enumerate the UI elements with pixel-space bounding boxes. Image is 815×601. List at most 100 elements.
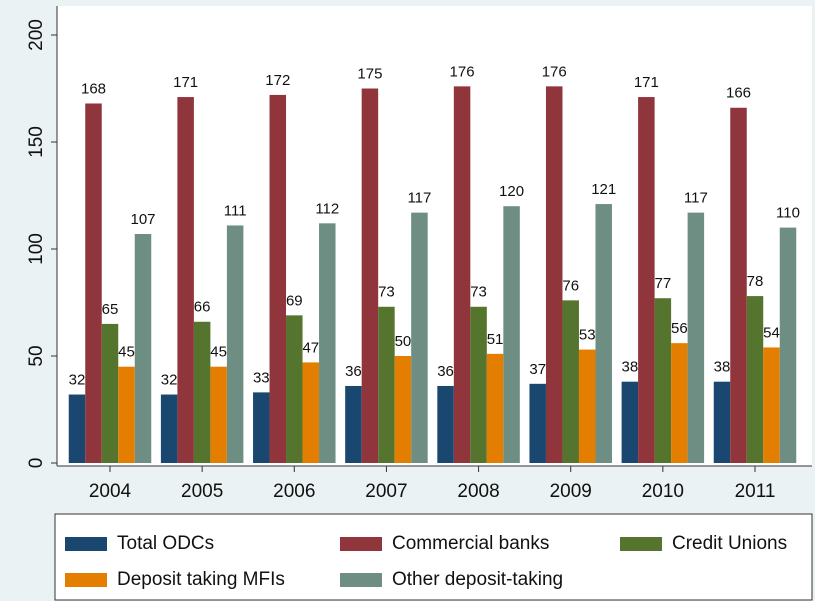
bar [68, 394, 86, 463]
x-tick-label: 2009 [550, 481, 592, 502]
value-label: 36 [437, 363, 454, 380]
bar [453, 86, 471, 464]
value-label: 73 [470, 284, 487, 301]
value-label: 176 [450, 63, 475, 80]
bar [85, 103, 102, 463]
legend-swatch [65, 573, 107, 587]
bar [654, 298, 672, 463]
bar [779, 227, 797, 463]
value-label: 176 [542, 63, 567, 80]
value-label: 50 [395, 333, 412, 350]
bar [578, 349, 596, 463]
bar [269, 94, 287, 464]
bar [361, 88, 379, 463]
value-label: 45 [210, 344, 227, 361]
x-tick-label: 2005 [181, 481, 223, 502]
bar [746, 296, 764, 463]
value-label: 54 [763, 324, 780, 341]
y-tick-label: 200 [26, 19, 47, 51]
value-label: 166 [726, 85, 751, 102]
value-label: 32 [69, 371, 86, 388]
y-tick-label: 50 [26, 345, 47, 366]
bar [411, 212, 428, 463]
bar [437, 385, 454, 463]
value-label: 38 [622, 359, 639, 376]
value-label: 32 [161, 371, 178, 388]
value-label: 65 [102, 301, 119, 318]
y-tick-label: 100 [26, 233, 47, 265]
value-label: 121 [591, 181, 616, 198]
bar [529, 383, 546, 463]
legend-label: Other deposit-taking [392, 569, 563, 590]
value-label: 53 [579, 327, 596, 344]
bar [226, 225, 244, 463]
bar [545, 86, 563, 464]
value-label: 117 [684, 190, 708, 207]
value-label: 73 [378, 284, 395, 301]
legend-label: Credit Unions [672, 533, 787, 554]
legend-swatch [620, 537, 662, 551]
legend-swatch [65, 537, 107, 551]
bar [177, 97, 194, 463]
bar [713, 381, 731, 463]
x-tick-label: 2008 [457, 481, 499, 502]
bar [470, 306, 487, 463]
bar [503, 206, 520, 463]
value-label: 120 [499, 183, 524, 200]
legend-swatch [340, 573, 382, 587]
bar [671, 343, 688, 463]
bar [345, 385, 362, 463]
legend-box [54, 513, 813, 601]
y-tick-label: 150 [26, 126, 47, 158]
x-tick-label: 2007 [365, 481, 407, 502]
legend-swatch [340, 537, 382, 551]
bar [621, 381, 639, 463]
value-label: 36 [345, 363, 362, 380]
value-label: 171 [634, 74, 659, 91]
value-label: 78 [747, 273, 764, 290]
x-tick-label: 2010 [642, 481, 684, 502]
bar [319, 223, 336, 463]
value-label: 51 [487, 331, 504, 348]
value-label: 168 [81, 80, 106, 97]
value-label: 69 [286, 292, 303, 309]
bar [210, 366, 227, 463]
value-label: 175 [357, 65, 382, 82]
bar [193, 321, 211, 463]
bar [253, 392, 270, 463]
bar [302, 362, 320, 463]
x-tick-label: 2006 [273, 481, 315, 502]
value-label: 117 [407, 190, 431, 207]
bar [730, 107, 747, 463]
value-label: 47 [302, 339, 319, 356]
y-tick-label: 0 [26, 458, 47, 469]
bar [638, 97, 655, 463]
value-label: 110 [776, 205, 800, 222]
bar [160, 394, 178, 463]
bar [286, 315, 303, 463]
value-label: 172 [265, 72, 290, 89]
value-label: 111 [224, 202, 247, 219]
value-label: 107 [130, 211, 155, 228]
value-label: 77 [655, 275, 672, 292]
value-label: 171 [173, 74, 198, 91]
legend-label: Deposit taking MFIs [117, 569, 285, 590]
bar [134, 234, 152, 463]
legend-label: Commercial banks [392, 533, 549, 554]
x-tick-label: 2011 [735, 481, 776, 502]
value-label: 66 [194, 299, 211, 316]
value-label: 37 [529, 361, 546, 378]
value-label: 38 [714, 359, 731, 376]
bar [687, 212, 705, 463]
value-label: 76 [562, 277, 579, 294]
value-label: 56 [671, 320, 688, 337]
value-label: 112 [315, 200, 339, 217]
bar [763, 347, 780, 463]
legend-label: Total ODCs [117, 533, 214, 554]
x-tick-label: 2004 [89, 481, 132, 502]
value-label: 45 [118, 344, 135, 361]
bar [562, 300, 579, 463]
bar [486, 353, 504, 463]
bar [595, 204, 612, 463]
bar [378, 306, 395, 463]
